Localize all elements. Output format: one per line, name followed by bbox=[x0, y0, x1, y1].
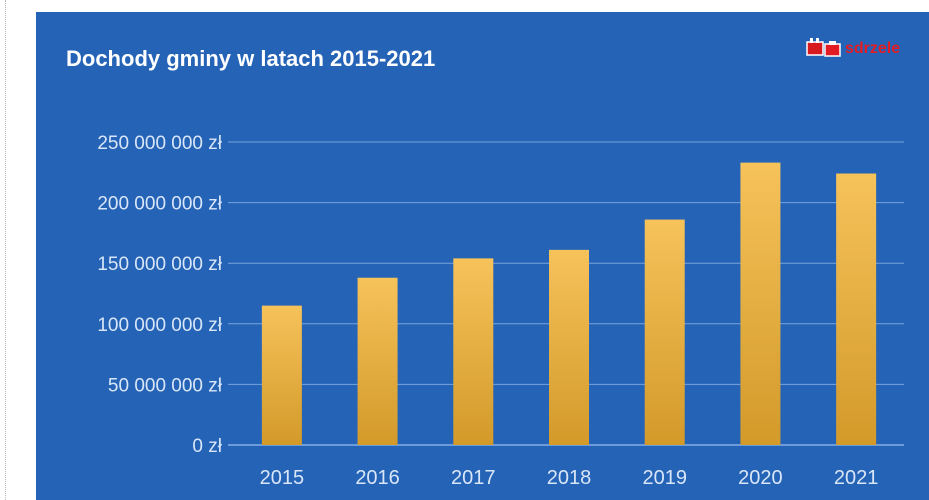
x-tick-label: 2021 bbox=[834, 467, 879, 489]
bars bbox=[261, 162, 877, 445]
y-tick-label: 200 000 000 zł bbox=[97, 194, 222, 215]
bar-2016 bbox=[357, 277, 398, 445]
x-tick-label: 2015 bbox=[260, 467, 305, 489]
logo-wordmark: sdrzele bbox=[845, 40, 901, 57]
y-tick-label: 250 000 000 zł bbox=[97, 133, 222, 154]
brand-logo: sdrzele bbox=[805, 36, 929, 62]
x-tick-label: 2018 bbox=[547, 467, 592, 489]
bar-2021 bbox=[836, 173, 877, 445]
x-axis-labels: 2015 2016 2017 2018 2019 2020 2021 bbox=[260, 467, 879, 489]
bar-2017 bbox=[453, 258, 494, 445]
bar-2020 bbox=[740, 162, 781, 445]
y-tick-label: 50 000 000 zł bbox=[108, 375, 223, 396]
x-tick-label: 2016 bbox=[355, 467, 400, 489]
municipal-crest-icon bbox=[806, 38, 841, 57]
x-tick-label: 2017 bbox=[451, 467, 496, 489]
chart-panel: Dochody gminy w latach 2015-2021 sdrzele… bbox=[36, 12, 929, 500]
bar-2015 bbox=[261, 305, 302, 445]
bar-2018 bbox=[549, 249, 589, 445]
y-tick-label: 150 000 000 zł bbox=[97, 254, 222, 275]
bar-2019 bbox=[644, 219, 685, 445]
bar-chart: 0 zł 50 000 000 zł 100 000 000 zł 150 000 0… bbox=[97, 133, 904, 489]
y-tick-label: 0 zł bbox=[192, 436, 222, 457]
y-axis-labels: 0 zł 50 000 000 zł 100 000 000 zł 150 000 0… bbox=[97, 133, 222, 457]
x-tick-label: 2019 bbox=[642, 467, 687, 489]
x-tick-label: 2020 bbox=[738, 467, 783, 489]
y-tick-label: 100 000 000 zł bbox=[97, 315, 222, 336]
page-edge-divider bbox=[5, 0, 6, 500]
chart-title: Dochody gminy w latach 2015-2021 bbox=[66, 46, 436, 71]
